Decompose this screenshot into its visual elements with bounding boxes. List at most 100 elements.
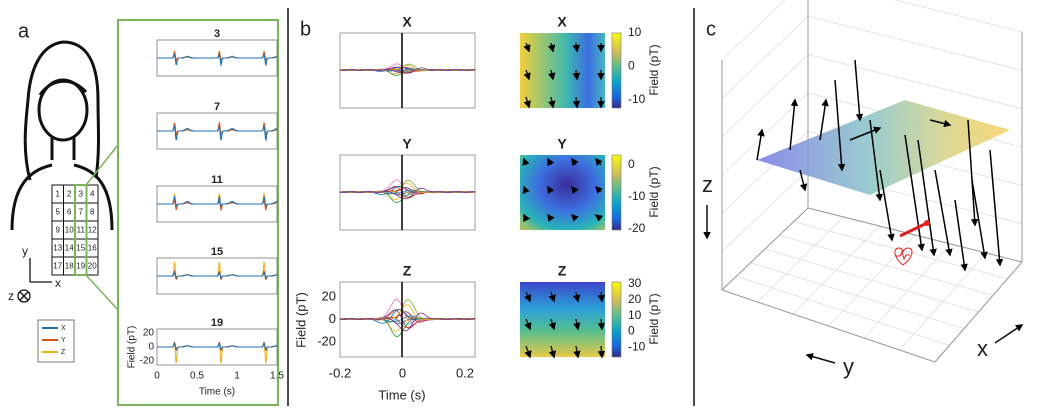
- field-arrow: [594, 214, 604, 222]
- colorbar-tick: -10: [628, 339, 646, 353]
- legend-label: X: [61, 325, 66, 332]
- trace: [157, 124, 278, 142]
- grid-cell-label: 8: [90, 208, 95, 217]
- axes-icon: [17, 258, 52, 303]
- field-arrow: [904, 134, 925, 252]
- field-arrow: [547, 157, 555, 167]
- grid-line: [807, 54, 1023, 110]
- axis-name: x: [977, 336, 988, 361]
- axis-name: x: [55, 276, 61, 290]
- plot-title: 15: [211, 246, 223, 258]
- field-arrow: [522, 185, 530, 194]
- field-arrow: [547, 213, 555, 223]
- trace: [339, 312, 476, 332]
- field-arrow: [572, 96, 581, 109]
- field-arrow: [522, 157, 530, 166]
- dipole-head: [924, 220, 930, 226]
- field-arrow: [917, 139, 937, 257]
- field-arrow: [789, 98, 799, 151]
- field-arrow: [548, 69, 556, 81]
- y-tick-label: -20: [140, 356, 155, 367]
- x-tick-label: 1.5: [270, 371, 284, 382]
- grid-cell-label: 16: [88, 244, 97, 253]
- plot-title: 11: [211, 174, 223, 186]
- axis-edge: [934, 261, 1023, 363]
- colorbar-tick: 20: [628, 292, 642, 306]
- field-arrow: [571, 157, 579, 167]
- field-arrow: [572, 69, 581, 81]
- plot-title: Y: [402, 136, 412, 152]
- field-arrow: [799, 169, 808, 192]
- trace: [157, 342, 277, 351]
- field-arrow: [524, 291, 531, 303]
- colorbar-tick: -10: [628, 189, 646, 203]
- colorbar-tick: 10: [628, 25, 642, 39]
- axis-edge: [721, 289, 936, 363]
- colorbar-tick: 0: [628, 59, 635, 73]
- grid-cell-label: 7: [79, 208, 84, 217]
- field-arrow: [523, 96, 531, 109]
- x-axis-label: Time (s): [199, 387, 235, 398]
- grid-line: [863, 243, 951, 339]
- panel-label: b: [300, 18, 311, 40]
- field-arrow: [869, 119, 883, 202]
- field-arrow: [819, 98, 829, 141]
- field-arrow: [879, 169, 895, 242]
- grid-cell-label: 13: [53, 244, 62, 253]
- grid-cell-label: 2: [67, 190, 72, 199]
- y-axis-label: Field (pT): [127, 326, 138, 369]
- grid-cell-label: 10: [65, 226, 74, 235]
- field-arrow: [756, 128, 765, 161]
- connector: [85, 274, 119, 311]
- field-arrow: [834, 79, 846, 172]
- y-tick-label: 0: [148, 342, 154, 353]
- grid-cell-label: 1: [56, 190, 61, 199]
- field-arrow: [548, 96, 556, 109]
- field-map: [520, 155, 605, 230]
- colorbar-tick: 0: [628, 324, 635, 338]
- x-tick-label: 0: [154, 371, 160, 382]
- grid-cell-label: 6: [67, 208, 72, 217]
- axis-edge: [721, 207, 809, 291]
- y-axis-label: Field (pT): [293, 292, 308, 348]
- y-tick-label: 20: [143, 328, 155, 339]
- y-tick-label: -20: [317, 333, 336, 348]
- axis-name: z: [8, 289, 14, 303]
- axis-arrow: [994, 324, 1024, 344]
- plot-title: Z: [403, 263, 412, 279]
- field-arrow: [573, 318, 581, 331]
- legend-label: Z: [61, 349, 66, 356]
- plot-title: Z: [558, 263, 567, 279]
- heart-icon: [894, 247, 913, 266]
- field-arrow: [547, 185, 555, 195]
- field-arrow: [597, 318, 606, 331]
- field-arrow: [548, 291, 556, 303]
- field-arrow: [854, 59, 864, 122]
- trace: [339, 187, 476, 200]
- field-arrow: [594, 185, 603, 194]
- legend-label: Y: [61, 337, 66, 344]
- colorbar-label: Field (pT): [647, 293, 661, 344]
- trace: [157, 271, 277, 280]
- colorbar-tick: 0: [628, 157, 635, 171]
- plot-title: X: [402, 14, 412, 30]
- grid-line: [721, 131, 809, 214]
- field-arrow: [524, 345, 532, 359]
- field-arrow: [570, 213, 579, 222]
- colorbar-tick: -10: [628, 92, 646, 106]
- plot-title: 19: [211, 317, 223, 329]
- plot-title: Y: [557, 136, 567, 152]
- y-tick-label: 0: [329, 311, 336, 326]
- colorbar-label: Field (pT): [647, 166, 661, 217]
- field-arrow: [523, 42, 531, 53]
- grid-line: [721, 54, 809, 137]
- x-tick-label: 1: [234, 371, 240, 382]
- field-arrow: [971, 179, 988, 260]
- field-arrow: [595, 157, 603, 167]
- field-arrow: [967, 119, 979, 227]
- x-tick-label: 0.5: [190, 371, 204, 382]
- trace: [157, 194, 278, 208]
- grid-cell-label: 3: [79, 190, 84, 199]
